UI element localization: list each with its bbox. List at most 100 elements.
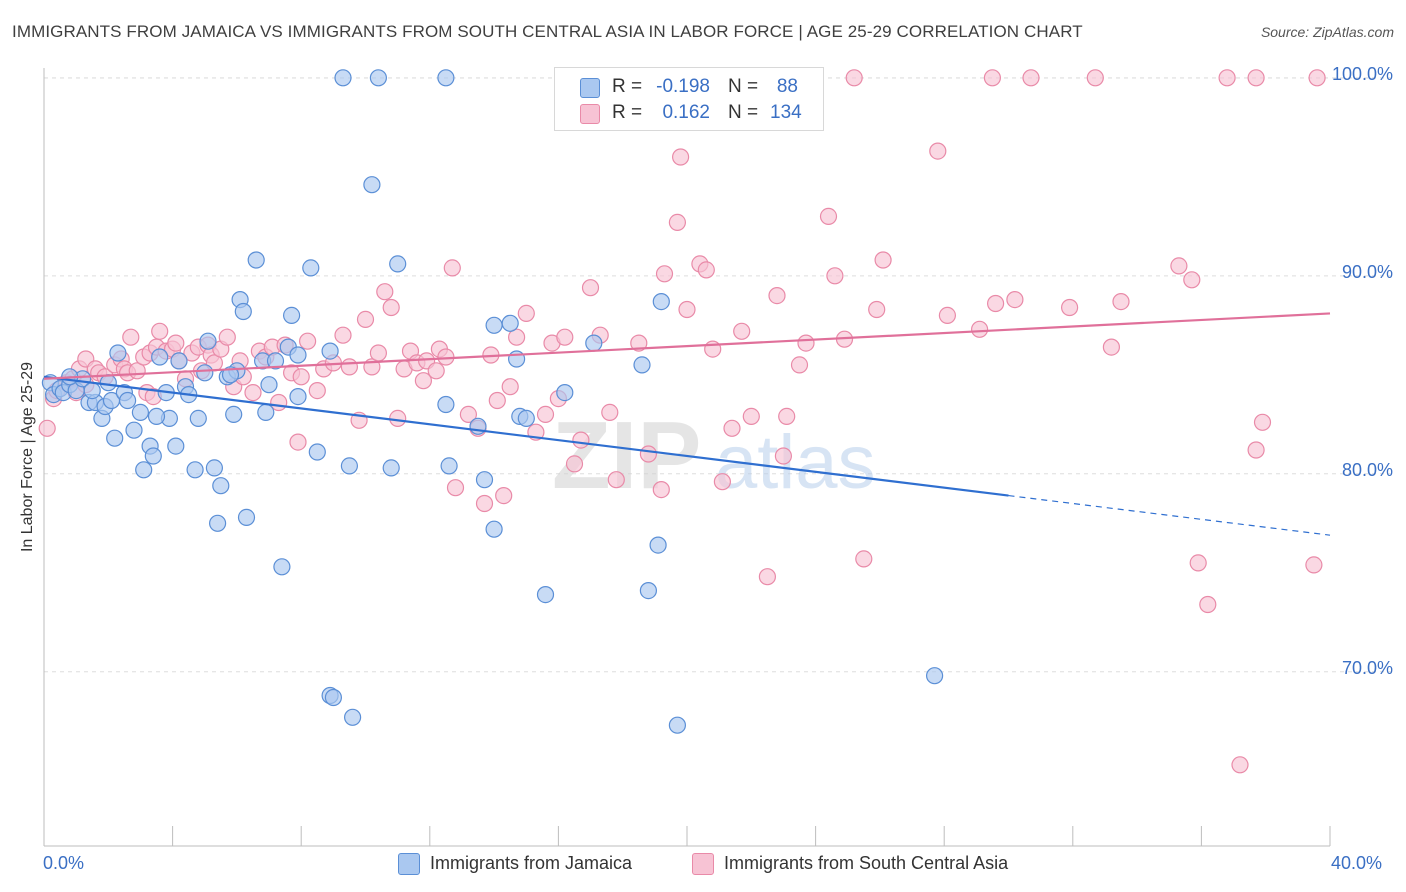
- data-point-jamaica: [369, 69, 387, 87]
- data-point-south-central-asia: [671, 148, 690, 166]
- data-point-jamaica: [517, 409, 535, 427]
- data-point-jamaica: [363, 176, 381, 194]
- data-point-south-central-asia: [845, 69, 863, 87]
- data-point-south-central-asia: [340, 358, 358, 376]
- data-point-jamaica: [437, 395, 455, 414]
- data-point-jamaica: [109, 344, 127, 362]
- legend-n-label: N =: [728, 76, 759, 97]
- data-point-south-central-asia: [581, 279, 600, 297]
- data-point-south-central-asia: [929, 142, 947, 160]
- legend-r-label: R =: [612, 76, 643, 97]
- data-point-south-central-asia: [122, 328, 140, 346]
- data-point-jamaica: [475, 471, 494, 489]
- data-point-south-central-asia: [459, 405, 477, 423]
- legend-r-label: R =: [612, 102, 643, 123]
- data-point-south-central-asia: [501, 378, 519, 396]
- data-point-south-central-asia: [1247, 69, 1265, 87]
- data-point-jamaica: [340, 457, 358, 475]
- data-point-south-central-asia: [1231, 756, 1249, 774]
- data-point-south-central-asia: [774, 447, 793, 465]
- data-point-jamaica: [144, 447, 162, 465]
- data-point-south-central-asia: [565, 455, 584, 473]
- data-point-jamaica: [151, 348, 169, 366]
- data-point-south-central-asia: [427, 362, 445, 380]
- data-point-south-central-asia: [556, 328, 574, 346]
- legend-n-label: N =: [728, 102, 759, 123]
- data-point-jamaica: [260, 376, 278, 394]
- data-point-south-central-asia: [443, 259, 461, 277]
- data-point-south-central-asia: [1308, 69, 1326, 87]
- data-point-south-central-asia: [507, 328, 526, 346]
- legend-n-value: 88: [776, 76, 798, 97]
- data-point-jamaica: [925, 667, 944, 685]
- data-point-jamaica: [302, 259, 320, 277]
- data-point-south-central-asia: [758, 568, 777, 586]
- data-point-jamaica: [247, 251, 265, 269]
- data-point-jamaica: [266, 352, 285, 370]
- data-point-south-central-asia: [1247, 441, 1265, 459]
- data-point-south-central-asia: [790, 356, 809, 374]
- data-point-south-central-asia: [1060, 298, 1079, 317]
- y-tick-labels: 70.0% 80.0% 90.0% 100.0%: [1332, 64, 1393, 678]
- data-point-south-central-asia: [983, 69, 1002, 87]
- data-point-jamaica: [118, 391, 137, 410]
- legend: R = -0.198 N = 88 R = 0.162 N = 134: [554, 67, 824, 131]
- data-point-jamaica: [344, 708, 362, 726]
- data-point-south-central-asia: [1253, 413, 1272, 431]
- data-point-south-central-asia: [1086, 69, 1104, 87]
- data-point-south-central-asia: [723, 419, 741, 437]
- data-point-jamaica: [125, 421, 143, 439]
- data-point-south-central-asia: [38, 419, 56, 437]
- legend-r-value: 0.162: [662, 102, 710, 123]
- data-point-south-central-asia: [855, 550, 873, 568]
- legend-row-jamaica: R = -0.198 N = 88: [555, 76, 823, 100]
- data-point-south-central-asia: [389, 409, 407, 427]
- data-point-jamaica: [234, 302, 252, 321]
- legend-swatch-pink: [692, 853, 714, 875]
- legend-n-value: 134: [770, 102, 802, 123]
- data-point-jamaica: [485, 316, 503, 334]
- data-point-jamaica: [212, 477, 230, 495]
- data-point-south-central-asia: [292, 368, 310, 386]
- data-point-jamaica: [83, 382, 101, 400]
- data-point-jamaica: [189, 409, 207, 427]
- data-point-south-central-asia: [289, 433, 307, 451]
- data-point-jamaica: [585, 334, 603, 352]
- data-point-south-central-asia: [733, 322, 751, 340]
- bottom-legend-label: Immigrants from Jamaica: [430, 853, 633, 873]
- data-point-south-central-asia: [382, 298, 400, 317]
- data-point-south-central-asia: [475, 494, 494, 513]
- data-point-south-central-asia: [1102, 338, 1121, 356]
- data-point-south-central-asia: [1112, 293, 1130, 311]
- data-point-south-central-asia: [678, 300, 696, 319]
- data-point-south-central-asia: [356, 310, 375, 328]
- data-point-south-central-asia: [986, 294, 1005, 313]
- data-point-jamaica: [639, 581, 658, 600]
- y-tick-label: 70.0%: [1342, 658, 1393, 678]
- data-point-south-central-asia: [218, 328, 236, 346]
- data-point-south-central-asia: [630, 334, 648, 352]
- data-point-jamaica: [199, 332, 217, 350]
- data-point-south-central-asia: [819, 207, 838, 225]
- data-point-south-central-asia: [639, 445, 658, 463]
- data-point-jamaica: [437, 69, 455, 87]
- data-point-south-central-asia: [742, 407, 760, 425]
- data-point-south-central-asia: [308, 382, 326, 400]
- legend-swatch-blue: [580, 78, 600, 98]
- data-point-south-central-asia: [797, 334, 815, 352]
- data-point-jamaica: [131, 403, 149, 421]
- legend-r-value: -0.198: [656, 76, 710, 97]
- data-point-jamaica: [501, 314, 519, 332]
- data-point-jamaica: [257, 403, 275, 421]
- data-point-jamaica: [536, 585, 555, 604]
- data-point-south-central-asia: [938, 306, 957, 324]
- trend-lines: [43, 312, 1331, 536]
- series-jamaica: [41, 69, 944, 734]
- data-point-south-central-asia: [495, 487, 513, 505]
- data-point-jamaica: [221, 366, 240, 384]
- data-point-jamaica: [99, 374, 117, 392]
- data-point-south-central-asia: [151, 322, 169, 340]
- data-point-jamaica: [237, 508, 256, 527]
- trend-line-jamaica-extension: [1008, 494, 1331, 536]
